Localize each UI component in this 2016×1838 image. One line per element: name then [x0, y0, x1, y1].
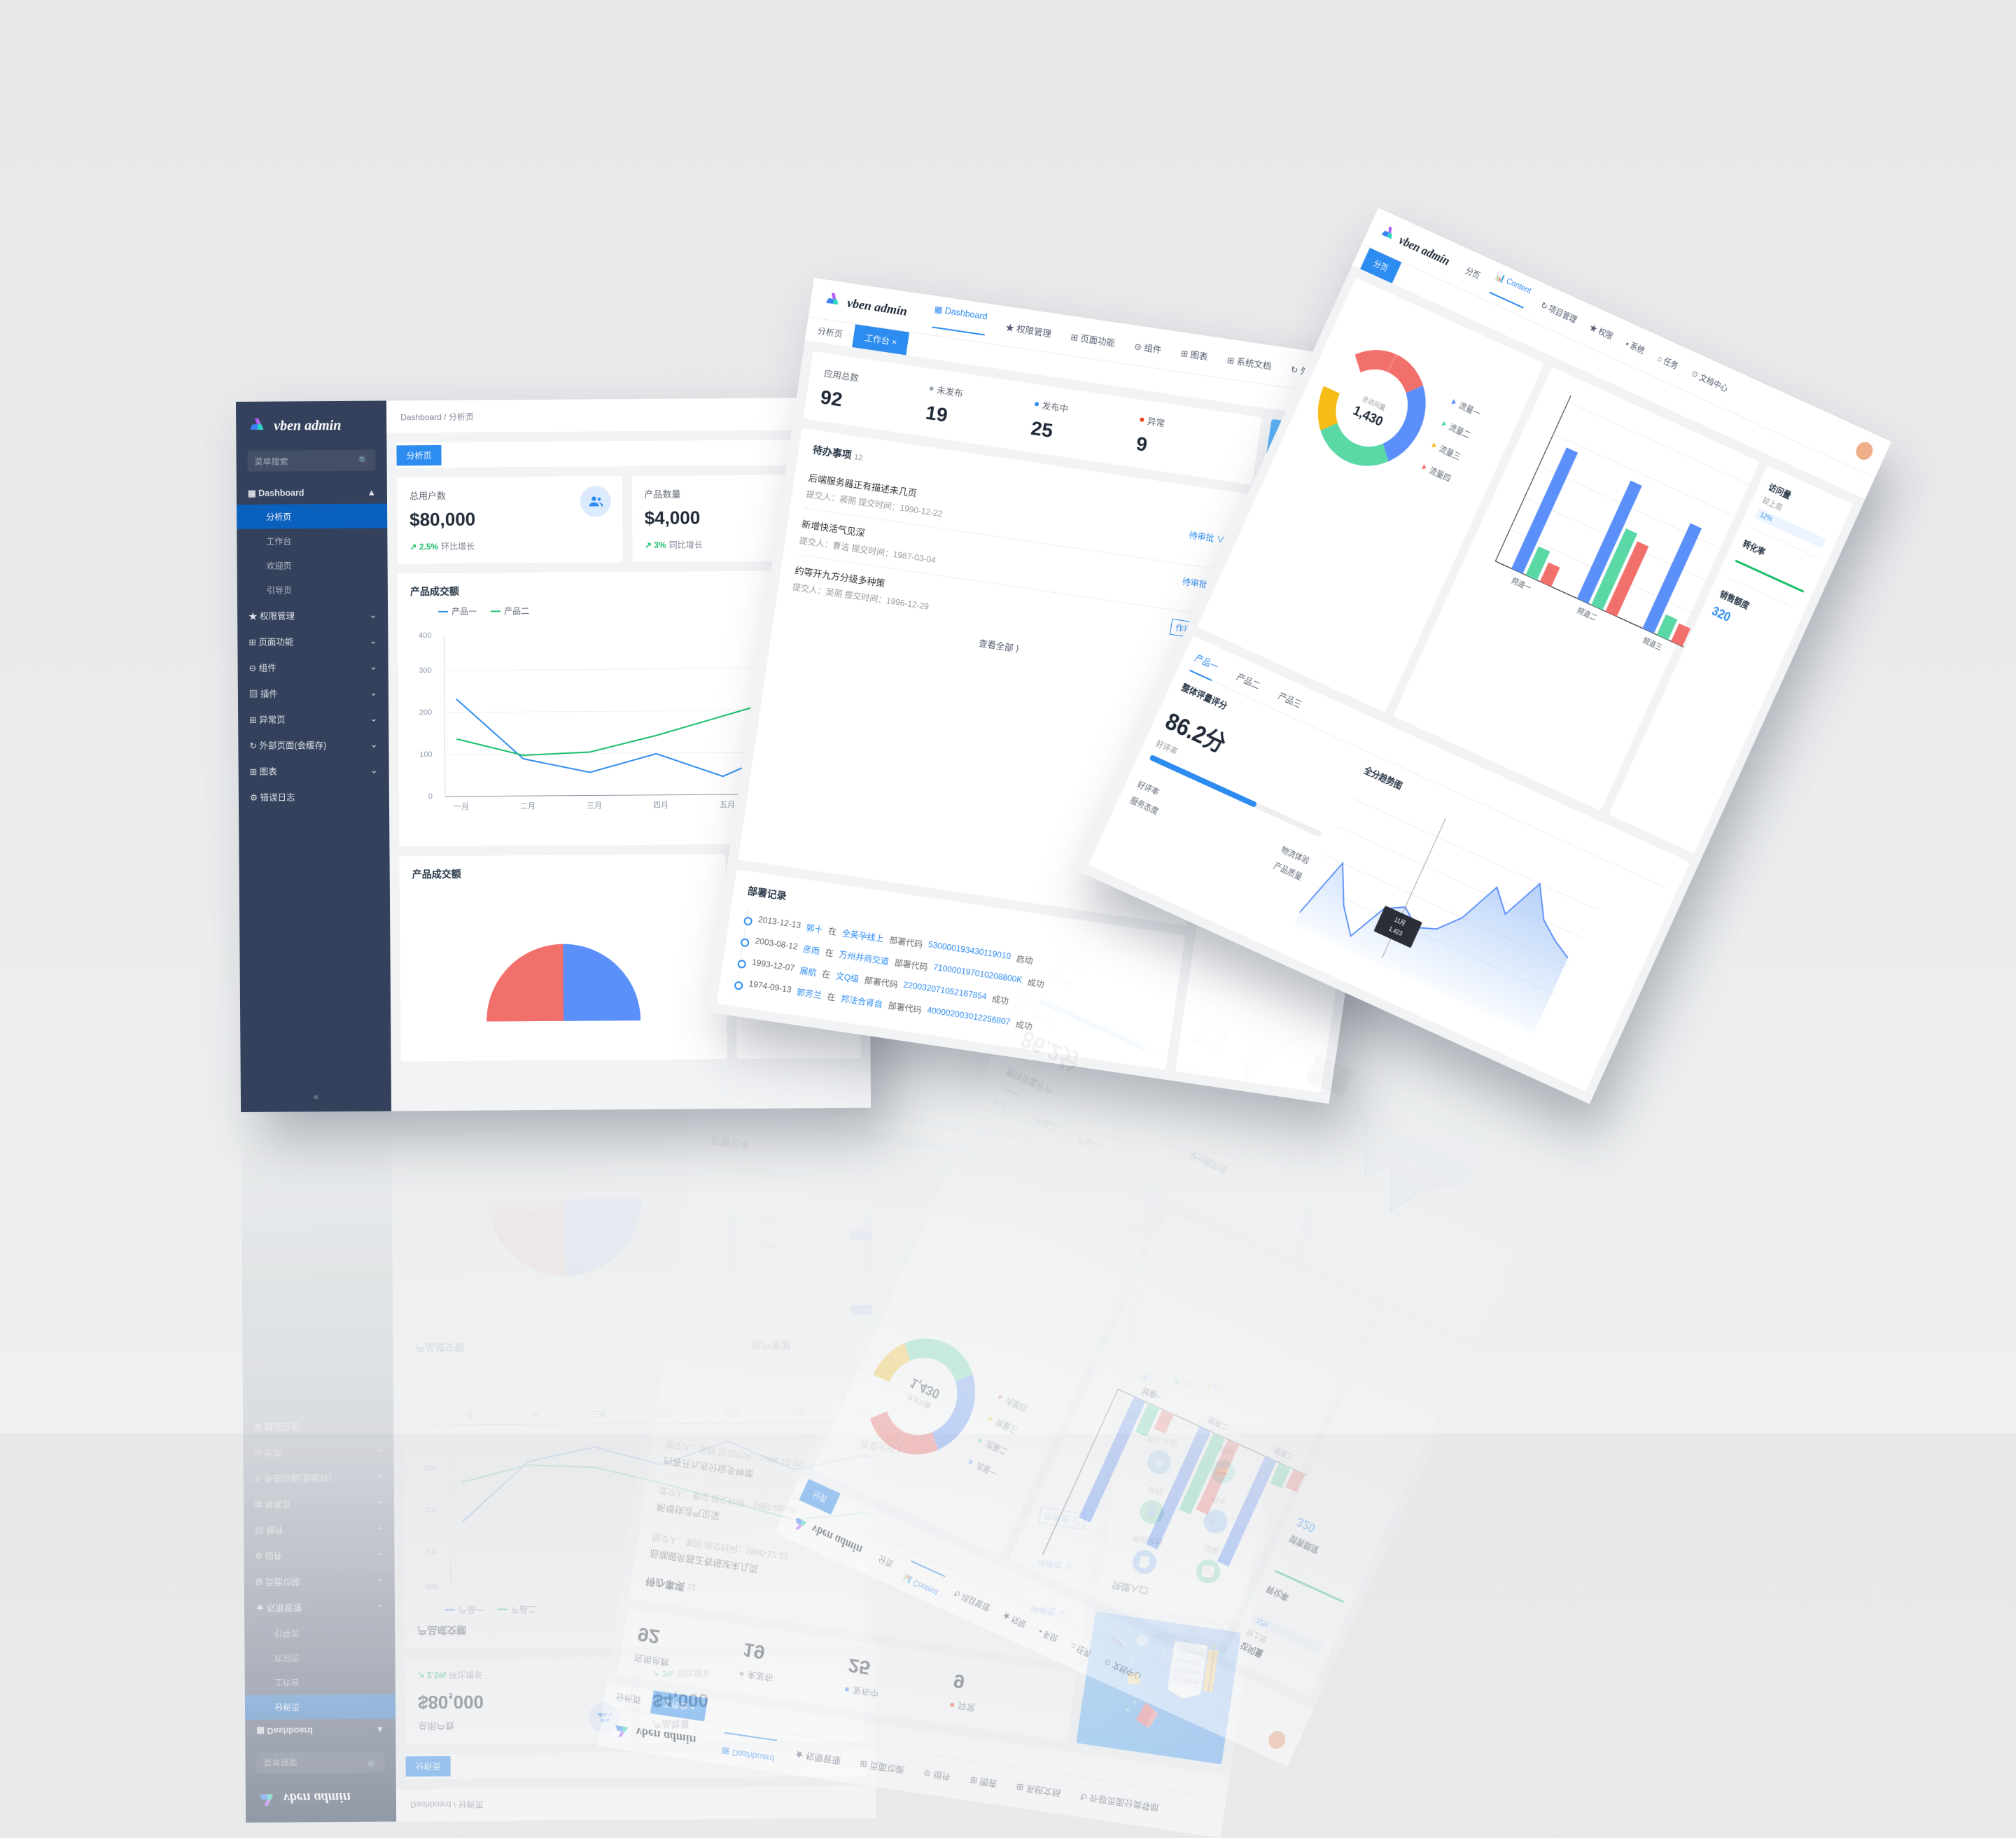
- svg-text:3,200: 3,200: [759, 1218, 782, 1228]
- svg-text:100: 100: [419, 750, 432, 759]
- svg-text:频道二: 频道二: [1576, 605, 1599, 623]
- svg-text:六月: 六月: [790, 1408, 806, 1417]
- svg-text:三月: 三月: [587, 801, 602, 810]
- svg-text:五月: 五月: [720, 801, 735, 809]
- svg-text:频道三: 频道三: [1642, 636, 1665, 653]
- svg-text:3,500: 3,500: [759, 1242, 782, 1253]
- svg-text:二月: 二月: [524, 1410, 540, 1418]
- svg-text:0: 0: [433, 1421, 437, 1429]
- svg-text:1,430: 1,430: [907, 1375, 942, 1403]
- svg-text:100: 100: [424, 1463, 437, 1471]
- svg-text:300: 300: [425, 1547, 438, 1555]
- svg-text:200: 200: [425, 1505, 438, 1513]
- svg-text:频道一: 频道一: [1141, 1385, 1164, 1403]
- svg-text:一月: 一月: [454, 803, 469, 811]
- svg-text:频道二: 频道二: [1207, 1415, 1230, 1433]
- svg-text:频道三: 频道三: [1272, 1445, 1295, 1462]
- svg-text:七月: 七月: [857, 1408, 872, 1417]
- svg-text:400: 400: [419, 631, 431, 640]
- svg-text:总访问量: 总访问量: [906, 1393, 932, 1410]
- svg-text:频道一: 频道一: [1510, 575, 1533, 593]
- svg-text:二月: 二月: [520, 802, 536, 811]
- svg-text:400: 400: [425, 1582, 438, 1590]
- svg-text:200: 200: [419, 708, 432, 717]
- svg-text:三月: 三月: [591, 1409, 606, 1417]
- svg-text:一月: 一月: [458, 1410, 473, 1419]
- svg-text:300: 300: [419, 666, 431, 675]
- svg-text:0: 0: [428, 792, 433, 801]
- svg-text:四月: 四月: [657, 1409, 673, 1417]
- svg-text:四月: 四月: [653, 801, 668, 810]
- svg-text:五月: 五月: [724, 1408, 739, 1417]
